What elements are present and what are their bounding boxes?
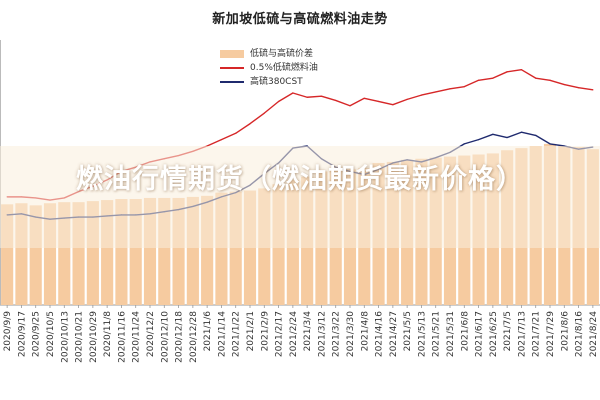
legend-swatch-low-sulfur [220,67,244,69]
point-low-sulfur [277,100,280,103]
point-low-sulfur [535,77,537,79]
point-low-sulfur [592,89,594,91]
point-low-sulfur [520,69,523,71]
x-tick-label: 2021/4/8 [360,311,370,352]
x-tick-label: 2021/1/22 [232,311,242,357]
x-tick-label: 2020/10/5 [46,311,56,357]
chart-title: 新加坡低硫与高硫燃料油走势 [212,12,388,27]
x-tick-label: 2021/8/24 [589,311,599,357]
legend-swatch-high-sulfur [220,81,244,83]
point-high-sulfur [477,139,480,141]
legend-item-low-sulfur: 0.5%低硫燃料油 [220,61,318,75]
x-tick-label: 2021/1/14 [217,311,227,357]
point-low-sulfur [435,91,437,93]
x-tick-label: 2020/10/29 [89,311,99,363]
point-low-sulfur [292,92,294,94]
point-low-sulfur [235,132,237,134]
x-tick-label: 2020/12/28 [189,311,199,363]
x-tick-label: 2021/6/8 [460,311,470,352]
point-high-sulfur [463,143,465,145]
point-low-sulfur [363,97,365,99]
point-low-sulfur [392,104,394,106]
x-tick-label: 2020/9/17 [17,311,27,357]
point-low-sulfur [449,88,451,90]
point-low-sulfur [492,77,494,79]
x-tick-label: 2021/5/31 [446,311,456,357]
overlay-headline: 燃油行情期货（燃油期货最新价格） [76,164,524,195]
point-low-sulfur [349,105,351,107]
point-low-sulfur [577,87,580,89]
x-tick-label: 2020/11/8 [103,311,113,357]
point-low-sulfur [506,71,508,73]
legend-label-high-sulfur: 高硫380CST [250,77,303,87]
x-tick-label: 2021/7/29 [546,311,556,357]
legend-label-spread: 低硫与高硫价差 [250,49,314,59]
point-low-sulfur [263,112,265,114]
legend-label-low-sulfur: 0.5%低硫燃料油 [250,63,318,73]
x-tick-label: 2020/9/25 [32,311,42,357]
point-low-sulfur [420,94,423,96]
x-tick-label: 2020/11/16 [117,311,127,363]
point-high-sulfur [549,143,551,145]
x-tick-label: 2021/6/25 [489,311,499,357]
x-tick-label: 2021/3/4 [303,311,313,352]
x-tick-label: 2021/3/12 [317,311,327,357]
x-tick-label: 2021/5/5 [403,311,413,351]
x-tick-label: 2020/10/13 [60,311,70,363]
legend-item-high-sulfur: 高硫380CST [220,75,318,89]
x-tick-label: 2021/6/17 [475,311,485,357]
x-tick-label: 2020/9/9 [3,311,13,352]
x-tick-label: 2020/11/24 [132,311,142,363]
x-tick-label: 2021/7/13 [517,311,527,357]
x-tick-label: 2021/3/30 [346,311,356,357]
x-tick-label: 2021/2/1 [246,311,256,351]
point-low-sulfur [549,79,551,81]
x-tick-label: 2021/1/6 [203,311,213,352]
point-high-sulfur [506,136,508,139]
point-low-sulfur [306,96,308,98]
x-tick-label: 2021/8/16 [575,311,585,357]
point-low-sulfur [477,79,480,81]
x-tick-label: 2021/2/17 [275,311,285,357]
point-low-sulfur [377,100,380,103]
x-tick-label: 2021/5/13 [417,311,427,357]
point-low-sulfur [249,123,251,125]
x-tick-label: 2021/2/9 [260,311,270,352]
point-low-sulfur [406,98,408,100]
x-tick-label: 2021/7/5 [503,311,513,351]
point-low-sulfur [335,99,337,102]
point-low-sulfur [563,83,565,86]
overlay-band [0,146,600,248]
point-high-sulfur [535,134,537,136]
point-high-sulfur [492,133,494,135]
x-tick-label: 2021/7/21 [532,311,542,357]
x-tick-label: 2021/4/27 [389,311,399,357]
x-tick-label: 2021/5/21 [432,311,442,357]
x-tick-label: 2021/4/16 [375,311,385,357]
x-tick-label: 2020/10/21 [75,311,85,363]
chart-legend: 低硫与高硫价差 0.5%低硫燃料油 高硫380CST [220,47,318,89]
x-tick-label: 2021/3/22 [332,311,342,357]
legend-swatch-spread [220,50,244,58]
x-tick-label: 2020/12/18 [175,311,185,363]
x-tick-label: 2020/12/2 [146,311,156,357]
point-low-sulfur [463,86,465,88]
x-tick-label: 2020/12/10 [160,311,170,363]
legend-item-spread: 低硫与高硫价差 [220,47,318,61]
x-tick-label: 2021/8/6 [560,311,570,352]
x-tick-label: 2021/2/24 [289,311,299,357]
point-low-sulfur [320,95,323,97]
point-high-sulfur [520,131,523,133]
point-low-sulfur [220,139,223,141]
